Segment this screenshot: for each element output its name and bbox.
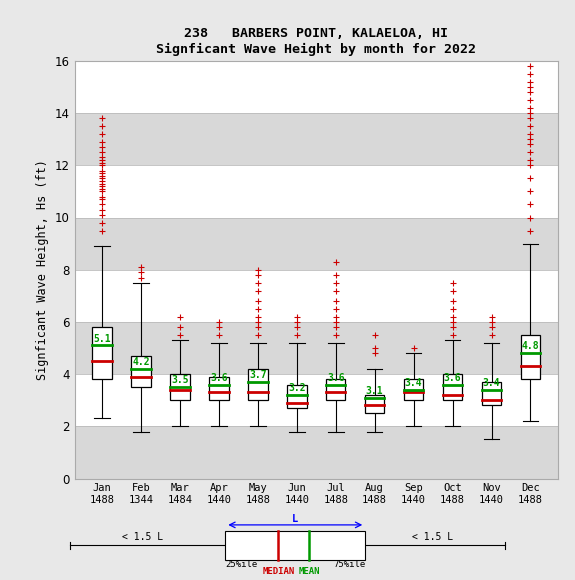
Bar (131, 356, 151, 387)
Text: 3.4: 3.4 (405, 378, 423, 388)
Bar (326, 379, 346, 400)
Bar (482, 382, 501, 405)
Bar (287, 385, 306, 408)
Text: < 1.5 L: < 1.5 L (122, 532, 163, 542)
Text: 3.1: 3.1 (366, 386, 384, 396)
Text: 3.6: 3.6 (444, 373, 461, 383)
Text: MEAN: MEAN (298, 567, 320, 576)
Bar (75, 426, 558, 478)
Text: < 1.5 L: < 1.5 L (412, 532, 453, 542)
Bar (170, 374, 190, 400)
Bar (521, 335, 540, 379)
Bar (248, 369, 267, 400)
Text: 4.2: 4.2 (132, 357, 150, 367)
Y-axis label: Signficant Wave Height, Hs (ft): Signficant Wave Height, Hs (ft) (36, 160, 49, 380)
Text: L: L (292, 514, 298, 524)
Bar (92, 327, 112, 379)
Text: 4.8: 4.8 (522, 342, 539, 351)
Text: 5.1: 5.1 (93, 334, 111, 343)
Text: 3.7: 3.7 (249, 370, 267, 380)
Title: 238   BARBERS POINT, KALAELOA, HI
Signficant Wave Height by month for 2022: 238 BARBERS POINT, KALAELOA, HI Signfica… (156, 27, 476, 56)
Text: 3.5: 3.5 (171, 375, 189, 385)
Bar (209, 377, 229, 400)
Text: 25%ile: 25%ile (225, 560, 258, 569)
Bar (225, 531, 365, 560)
Bar (75, 322, 558, 374)
Text: MEDIAN: MEDIAN (262, 567, 294, 576)
Text: 75%ile: 75%ile (333, 560, 365, 569)
Bar (443, 374, 462, 400)
Bar (365, 395, 385, 413)
Bar (75, 218, 558, 270)
Bar (404, 379, 423, 400)
Bar (75, 113, 558, 165)
Text: 3.2: 3.2 (288, 383, 305, 393)
Text: 3.4: 3.4 (483, 378, 500, 388)
Text: 3.6: 3.6 (327, 373, 344, 383)
Text: 3.6: 3.6 (210, 373, 228, 383)
